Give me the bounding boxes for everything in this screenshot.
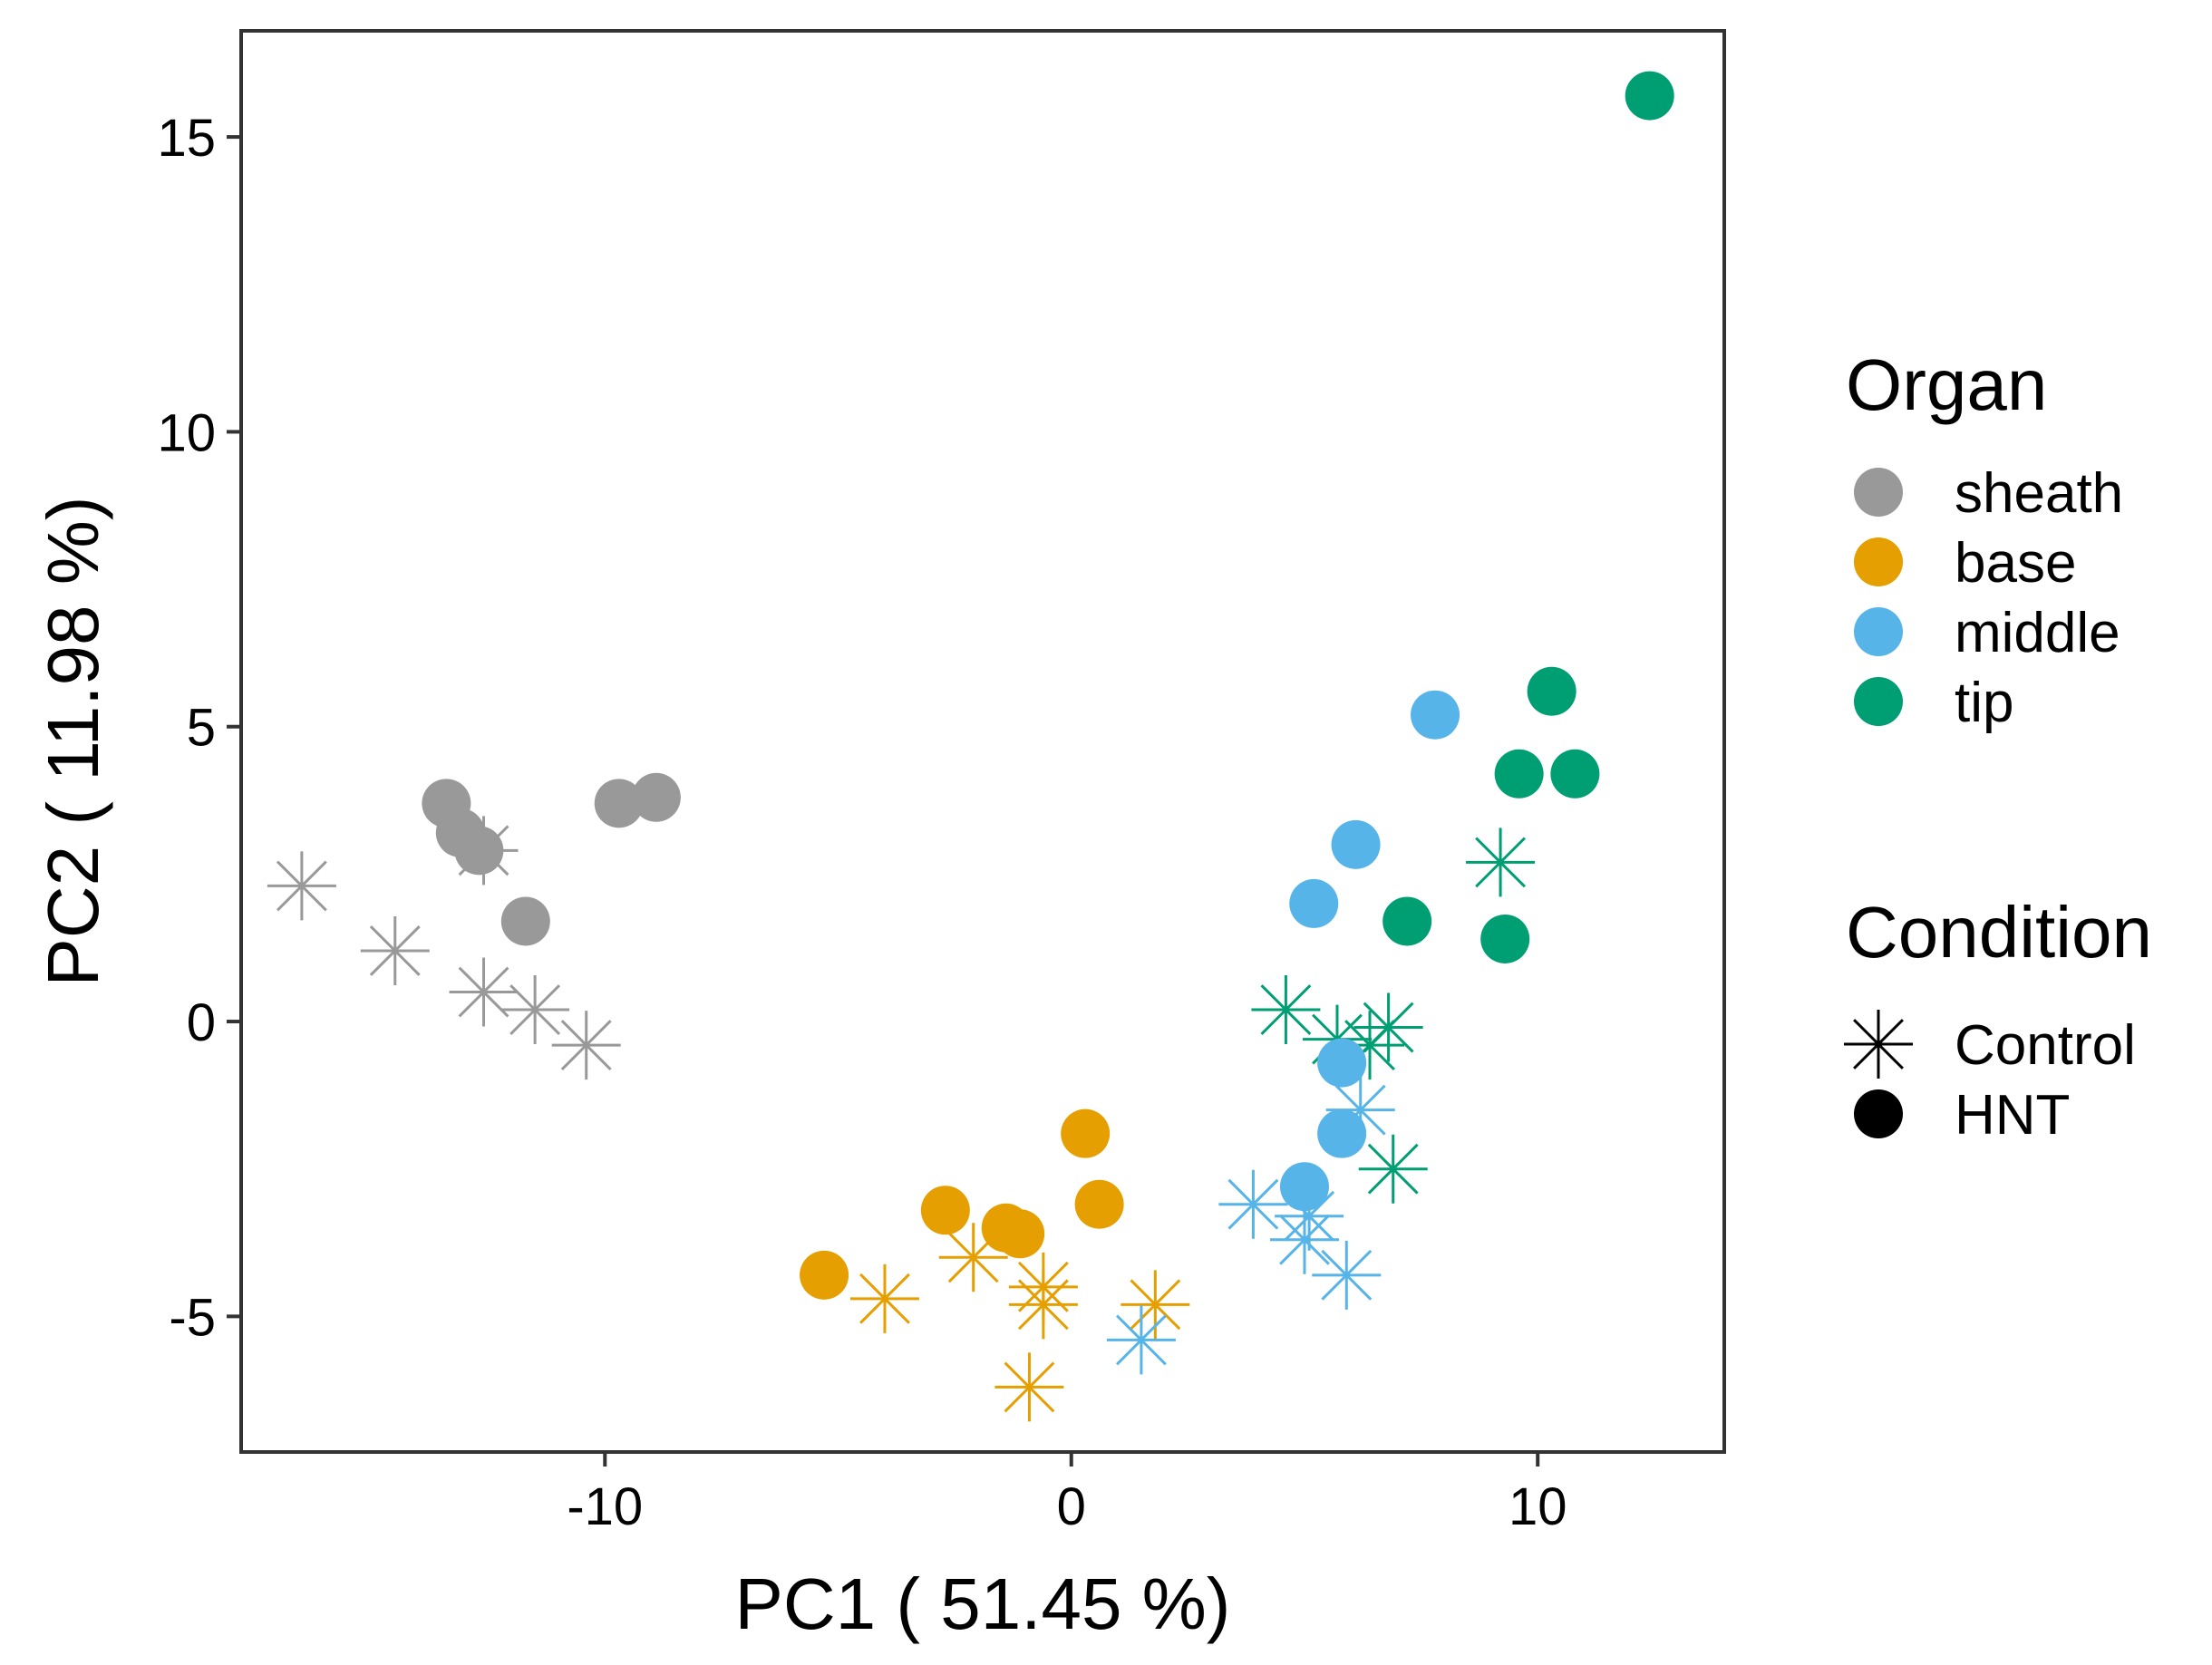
x-axis: -10 0 10: [567, 1452, 1567, 1536]
point-sheath-hnt-2: [454, 826, 504, 876]
y-tick-label: 10: [157, 403, 216, 462]
point-base-hnt-1: [920, 1186, 970, 1235]
y-axis: -5 0 5 10 15: [157, 109, 241, 1347]
legend-label-middle: middle: [1955, 602, 2120, 664]
legend-label-tip: tip: [1955, 672, 2013, 734]
y-tick-label: -5: [169, 1288, 216, 1347]
legend-key-base: [1854, 537, 1903, 586]
y-tick-label: 5: [187, 699, 216, 758]
legend-condition-title: Condition: [1846, 892, 2152, 973]
point-base-control-0: [849, 1263, 919, 1333]
point-middle-hnt-1: [1289, 878, 1339, 928]
point-sheath-control-5: [551, 1011, 621, 1080]
point-base-control-2: [994, 1352, 1064, 1422]
legend-label-control: Control: [1955, 1014, 2136, 1077]
point-tip-hnt-1: [1480, 914, 1530, 963]
point-tip-control-5: [1466, 828, 1536, 897]
data-points: [267, 71, 1674, 1422]
point-tip-hnt-2: [1494, 749, 1544, 799]
legend-organ: Organ sheath base middle tip: [1846, 344, 2123, 734]
point-sheath-control-1: [360, 915, 430, 985]
x-axis-title: PC1 ( 51.45 %): [735, 1563, 1231, 1644]
point-tip-hnt-5: [1625, 71, 1674, 121]
legend-key-sheath: [1854, 468, 1903, 517]
legend-label-base: base: [1955, 532, 2076, 595]
point-tip-control-3: [1353, 992, 1423, 1062]
point-sheath-hnt-5: [631, 772, 681, 822]
point-sheath-hnt-3: [500, 896, 550, 946]
point-middle-control-4: [1312, 1240, 1382, 1310]
point-tip-control-4: [1358, 1134, 1428, 1204]
point-base-hnt-4: [1061, 1108, 1111, 1158]
point-sheath-hnt-4: [594, 779, 644, 828]
point-tip-hnt-3: [1527, 666, 1577, 716]
point-sheath-control-0: [267, 851, 336, 921]
point-tip-hnt-4: [1550, 749, 1600, 799]
x-tick-label: 0: [1057, 1477, 1086, 1536]
x-tick-label: 10: [1509, 1477, 1567, 1536]
y-tick-label: 0: [187, 993, 216, 1052]
point-middle-hnt-2: [1317, 1108, 1367, 1158]
point-middle-control-1: [1218, 1169, 1288, 1239]
legend-organ-title: Organ: [1846, 344, 2047, 425]
legend-label-hnt: HNT: [1955, 1084, 2070, 1147]
point-middle-hnt-5: [1411, 690, 1460, 740]
y-axis-title: PC2 ( 11.98 %): [33, 497, 113, 987]
x-tick-label: -10: [567, 1477, 643, 1536]
legend-key-control: [1844, 1010, 1913, 1079]
point-middle-hnt-4: [1331, 819, 1381, 869]
point-middle-hnt-3: [1317, 1038, 1367, 1088]
legend-key-hnt: [1854, 1089, 1903, 1138]
legend-key-middle: [1854, 607, 1903, 656]
point-base-hnt-0: [800, 1250, 849, 1300]
legend-condition: Condition Control HNT: [1844, 892, 2152, 1147]
point-middle-control-0: [1106, 1305, 1176, 1375]
point-sheath-control-4: [500, 975, 570, 1045]
point-base-hnt-3: [995, 1209, 1045, 1259]
point-middle-hnt-0: [1279, 1162, 1329, 1212]
plot-panel-border: [239, 29, 1726, 1454]
point-base-control-4: [1008, 1270, 1078, 1340]
point-tip-hnt-0: [1382, 896, 1432, 946]
point-base-hnt-5: [1074, 1179, 1124, 1229]
point-tip-control-0: [1251, 975, 1321, 1045]
legend-label-sheath: sheath: [1955, 462, 2123, 525]
point-sheath-control-3: [449, 957, 519, 1027]
legend-key-tip: [1854, 677, 1903, 726]
y-tick-label: 15: [157, 109, 216, 168]
